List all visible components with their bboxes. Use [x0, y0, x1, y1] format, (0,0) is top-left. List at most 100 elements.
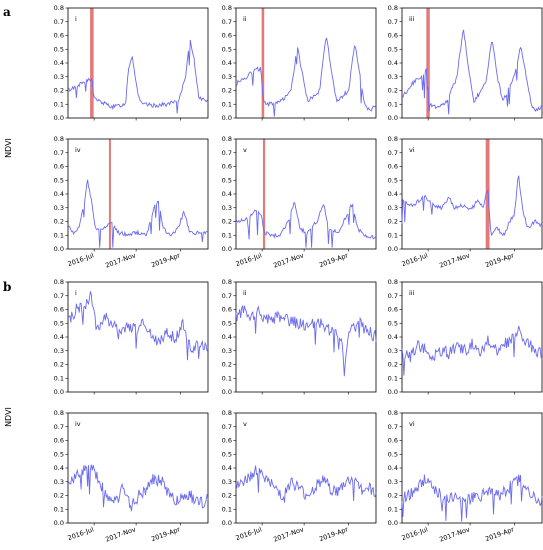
y-tick-label: 0.2: [54, 361, 64, 369]
y-tick-label: 0.7: [54, 18, 64, 26]
y-tick-label: 0.6: [222, 163, 232, 171]
disturbance-band: [262, 139, 266, 249]
x-tick-label: 2016-Jul: [401, 525, 429, 542]
ndvi-series-line: [235, 37, 377, 117]
panel-label: iv: [75, 420, 81, 428]
x-tick-label: 2017-Nov: [104, 525, 137, 543]
y-tick-label: 0.5: [222, 176, 232, 184]
y-tick-label: 0.5: [54, 176, 64, 184]
y-tick-label: 0.2: [388, 492, 398, 500]
ndvi-series-line: [235, 465, 377, 503]
y-tick-label: 0.3: [54, 478, 64, 486]
y-tick-label: 0.6: [54, 437, 64, 445]
y-tick-label: 0.2: [388, 361, 398, 369]
x-tick-label: 2019-Apr: [150, 525, 181, 543]
axes-frame: [235, 138, 377, 250]
y-tick-label: 0.4: [222, 59, 232, 67]
y-tick-label: 0.1: [54, 231, 64, 239]
ndvi-series-line: [401, 29, 543, 115]
y-tick-label: 0.0: [222, 245, 232, 253]
y-tick-label: 0.0: [54, 388, 64, 396]
y-tick-label: 0.1: [54, 374, 64, 382]
y-tick-label: 0.3: [222, 73, 232, 81]
x-tick-label: 2019-Apr: [484, 525, 515, 543]
axes-frame: [401, 138, 543, 250]
x-tick-label: 2017-Nov: [272, 525, 305, 543]
panel-b-v: 0.0 0.1 0.2 0.3 0.4 0.5 0.6 0.7 0.8 2016-Jul 2017-…: [222, 409, 377, 544]
disturbance-band: [426, 8, 430, 118]
y-tick-label: 0.8: [54, 409, 64, 417]
y-tick-label: 0.2: [388, 87, 398, 95]
y-tick-label: 0.4: [222, 190, 232, 198]
y-tick-label: 0.6: [54, 306, 64, 314]
panel-label: v: [243, 420, 247, 428]
y-tick-label: 0.7: [222, 18, 232, 26]
y-tick-label: 0.4: [222, 464, 232, 472]
y-tick-label: 0.7: [388, 18, 398, 26]
y-tick-label: 0.1: [388, 374, 398, 382]
y-tick-label: 0.8: [388, 278, 398, 286]
section-label-b: b: [3, 280, 11, 294]
y-tick-label: 0.2: [222, 361, 232, 369]
y-tick-label: 0.4: [388, 59, 398, 67]
section-label-a: a: [3, 5, 11, 19]
ndvi-series-line: [401, 325, 543, 376]
y-tick-label: 0.0: [54, 245, 64, 253]
y-tick-label: 0.7: [388, 423, 398, 431]
y-tick-label: 0.3: [388, 478, 398, 486]
x-tick-label: 2019-Apr: [484, 251, 515, 269]
y-axis-label-b: NDVI: [4, 407, 13, 427]
y-tick-label: 0.1: [388, 231, 398, 239]
ndvi-series-line: [67, 291, 209, 361]
panel-b-ii: 0.0 0.1 0.2 0.3 0.4 0.5 0.6 0.7 0.8 ii: [222, 278, 377, 396]
y-tick-label: 0.3: [54, 73, 64, 81]
y-tick-label: 0.3: [54, 204, 64, 212]
disturbance-band: [485, 139, 490, 249]
y-tick-label: 0.5: [222, 319, 232, 327]
ndvi-series-line: [401, 175, 543, 237]
y-tick-label: 0.6: [54, 32, 64, 40]
y-tick-label: 0.5: [388, 450, 398, 458]
y-tick-label: 0.1: [388, 100, 398, 108]
y-tick-label: 0.3: [54, 347, 64, 355]
y-tick-label: 0.7: [54, 423, 64, 431]
y-tick-label: 0.4: [388, 333, 398, 341]
y-tick-label: 0.8: [54, 135, 64, 143]
y-tick-label: 0.0: [222, 114, 232, 122]
y-tick-label: 0.4: [54, 59, 64, 67]
y-tick-label: 0.8: [222, 4, 232, 12]
y-tick-label: 0.4: [388, 190, 398, 198]
y-tick-label: 0.5: [222, 45, 232, 53]
y-tick-label: 0.1: [222, 231, 232, 239]
y-tick-label: 0.3: [388, 204, 398, 212]
y-tick-label: 0.5: [54, 319, 64, 327]
y-tick-label: 0.8: [222, 409, 232, 417]
y-tick-label: 0.8: [222, 135, 232, 143]
y-tick-label: 0.2: [54, 492, 64, 500]
y-tick-label: 0.0: [388, 245, 398, 253]
panel-b-iv: 0.0 0.1 0.2 0.3 0.4 0.5 0.6 0.7 0.8 2016-Jul 2017-…: [54, 409, 209, 544]
y-tick-label: 0.4: [222, 333, 232, 341]
y-tick-label: 0.6: [222, 437, 232, 445]
y-tick-label: 0.2: [222, 218, 232, 226]
disturbance-band: [261, 8, 265, 118]
y-tick-label: 0.2: [222, 492, 232, 500]
panel-label: v: [243, 146, 247, 154]
x-tick-label: 2016-Jul: [67, 251, 95, 268]
y-tick-label: 0.5: [388, 176, 398, 184]
x-tick-label: 2016-Jul: [235, 251, 263, 268]
ndvi-series-line: [67, 39, 209, 114]
y-tick-label: 0.4: [54, 333, 64, 341]
y-tick-label: 0.1: [54, 100, 64, 108]
panel-a-v: 0.0 0.1 0.2 0.3 0.4 0.5 0.6 0.7 0.8 2016-Jul 2017-…: [222, 135, 377, 270]
y-tick-label: 0.3: [222, 347, 232, 355]
panel-b-vi: 0.0 0.1 0.2 0.3 0.4 0.5 0.6 0.7 0.8 2016-Jul 2017-…: [388, 409, 543, 544]
y-tick-label: 0.6: [222, 32, 232, 40]
y-tick-label: 0.8: [388, 4, 398, 12]
y-tick-label: 0.6: [388, 437, 398, 445]
panel-a-vi: 0.0 0.1 0.2 0.3 0.4 0.5 0.6 0.7 0.8 2016-Jul 2017-…: [388, 135, 543, 270]
x-tick-label: 2019-Apr: [318, 251, 349, 269]
panel-label: i: [75, 289, 77, 297]
panel-b-i: 0.0 0.1 0.2 0.3 0.4 0.5 0.6 0.7 0.8 i: [54, 278, 209, 396]
